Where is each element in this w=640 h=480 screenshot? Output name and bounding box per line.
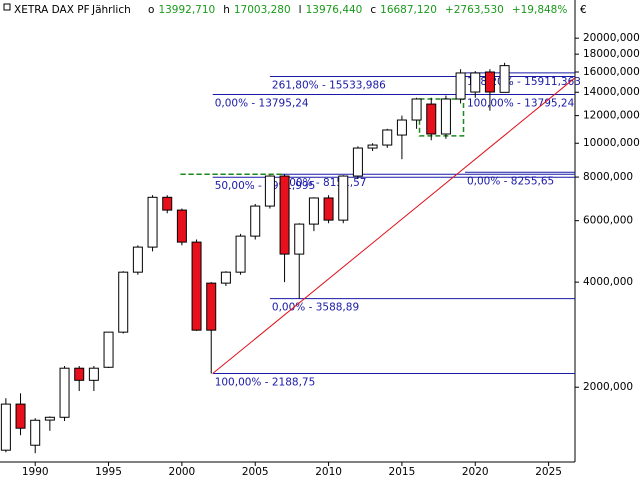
header-key: l (299, 4, 302, 16)
candle-body (88, 367, 99, 381)
x-tick-label: 1995 (95, 466, 122, 478)
candle-body (411, 98, 422, 121)
candle-body (74, 367, 85, 381)
y-tick-label: 10000,000 (583, 137, 640, 149)
period: Jährlich (91, 4, 131, 16)
y-tick-label: 8000,000 (583, 171, 633, 183)
header-value: 13992,710 (158, 4, 215, 16)
header-key: o (148, 4, 154, 16)
y-tick-label: 16000,000 (583, 66, 640, 78)
candle-body (118, 271, 129, 333)
candle-body (484, 71, 495, 93)
candle-body (162, 196, 173, 211)
header-key: c (370, 4, 376, 16)
candle-body (235, 235, 246, 273)
fib-label: 261,80% - 15533,986 (272, 79, 386, 91)
candle-body (191, 241, 202, 331)
candle-body (220, 271, 231, 284)
fib-label: 138,20% - 15911,363 (467, 76, 581, 88)
candle-body (294, 223, 305, 255)
header-value: 16687,120 (380, 4, 437, 16)
header-value: 13976,440 (306, 4, 363, 16)
candle-body (132, 246, 143, 273)
candle-body (308, 197, 319, 225)
header-value: 17003,280 (234, 4, 291, 16)
fib-label: 100,00% - 2188,75 (215, 377, 316, 389)
candle-body (147, 196, 158, 248)
candle-body (103, 331, 114, 368)
candle-body (367, 144, 378, 149)
candle-body (30, 419, 41, 446)
candle-body (323, 197, 334, 221)
candle-body (352, 147, 363, 177)
x-tick-label: 1990 (22, 466, 49, 478)
candle-body (426, 103, 437, 135)
fib-label: 100,00% - 13795,24 (467, 97, 575, 109)
fib-label: 0,00% - 8255,65 (467, 175, 554, 187)
candle-body (470, 72, 481, 93)
y-tick-label: 6000,000 (583, 215, 633, 227)
x-tick-label: 2015 (389, 466, 416, 478)
candle-body (499, 65, 510, 93)
fib-label: 0,00% - 13795,24 (215, 97, 309, 109)
trend-line (212, 77, 576, 374)
y-tick-label: 20000,000 (583, 32, 640, 44)
fib-label: 0,00% - 8151,57 (279, 177, 366, 189)
candle-body (44, 416, 55, 421)
candle-body (59, 367, 70, 418)
candle-body (0, 403, 11, 451)
y-tick-label: 14000,000 (583, 86, 640, 98)
candle-body (440, 98, 451, 135)
legend-box (3, 3, 11, 11)
candle-body (15, 403, 26, 429)
candle-body (382, 129, 393, 146)
candle-body (206, 282, 217, 331)
x-tick-label: 2005 (242, 466, 269, 478)
x-tick-label: 2020 (462, 466, 489, 478)
header-value: +2763,530 (445, 4, 504, 16)
x-tick-label: 2025 (535, 466, 562, 478)
chart-title: XETRA DAX PF (14, 4, 90, 16)
header-value: +19,848% (512, 4, 568, 16)
y-tick-label: 18000,000 (583, 48, 640, 60)
candle-body (264, 175, 275, 207)
y-tick-label: 12000,000 (583, 110, 640, 122)
x-tick-label: 2000 (169, 466, 196, 478)
candle-body (279, 175, 290, 255)
candle-body (338, 175, 349, 221)
candle-body (176, 209, 187, 243)
fib-label: 0,00% - 3588,89 (272, 302, 359, 314)
x-tick-label: 2010 (315, 466, 342, 478)
header-key: h (223, 4, 230, 16)
candle-body (455, 72, 466, 100)
y-tick-label: 2000,000 (583, 381, 633, 393)
y-tick-label: 4000,000 (583, 276, 633, 288)
currency: € (580, 4, 587, 16)
candle-body (250, 205, 261, 237)
candle-body (396, 119, 407, 136)
